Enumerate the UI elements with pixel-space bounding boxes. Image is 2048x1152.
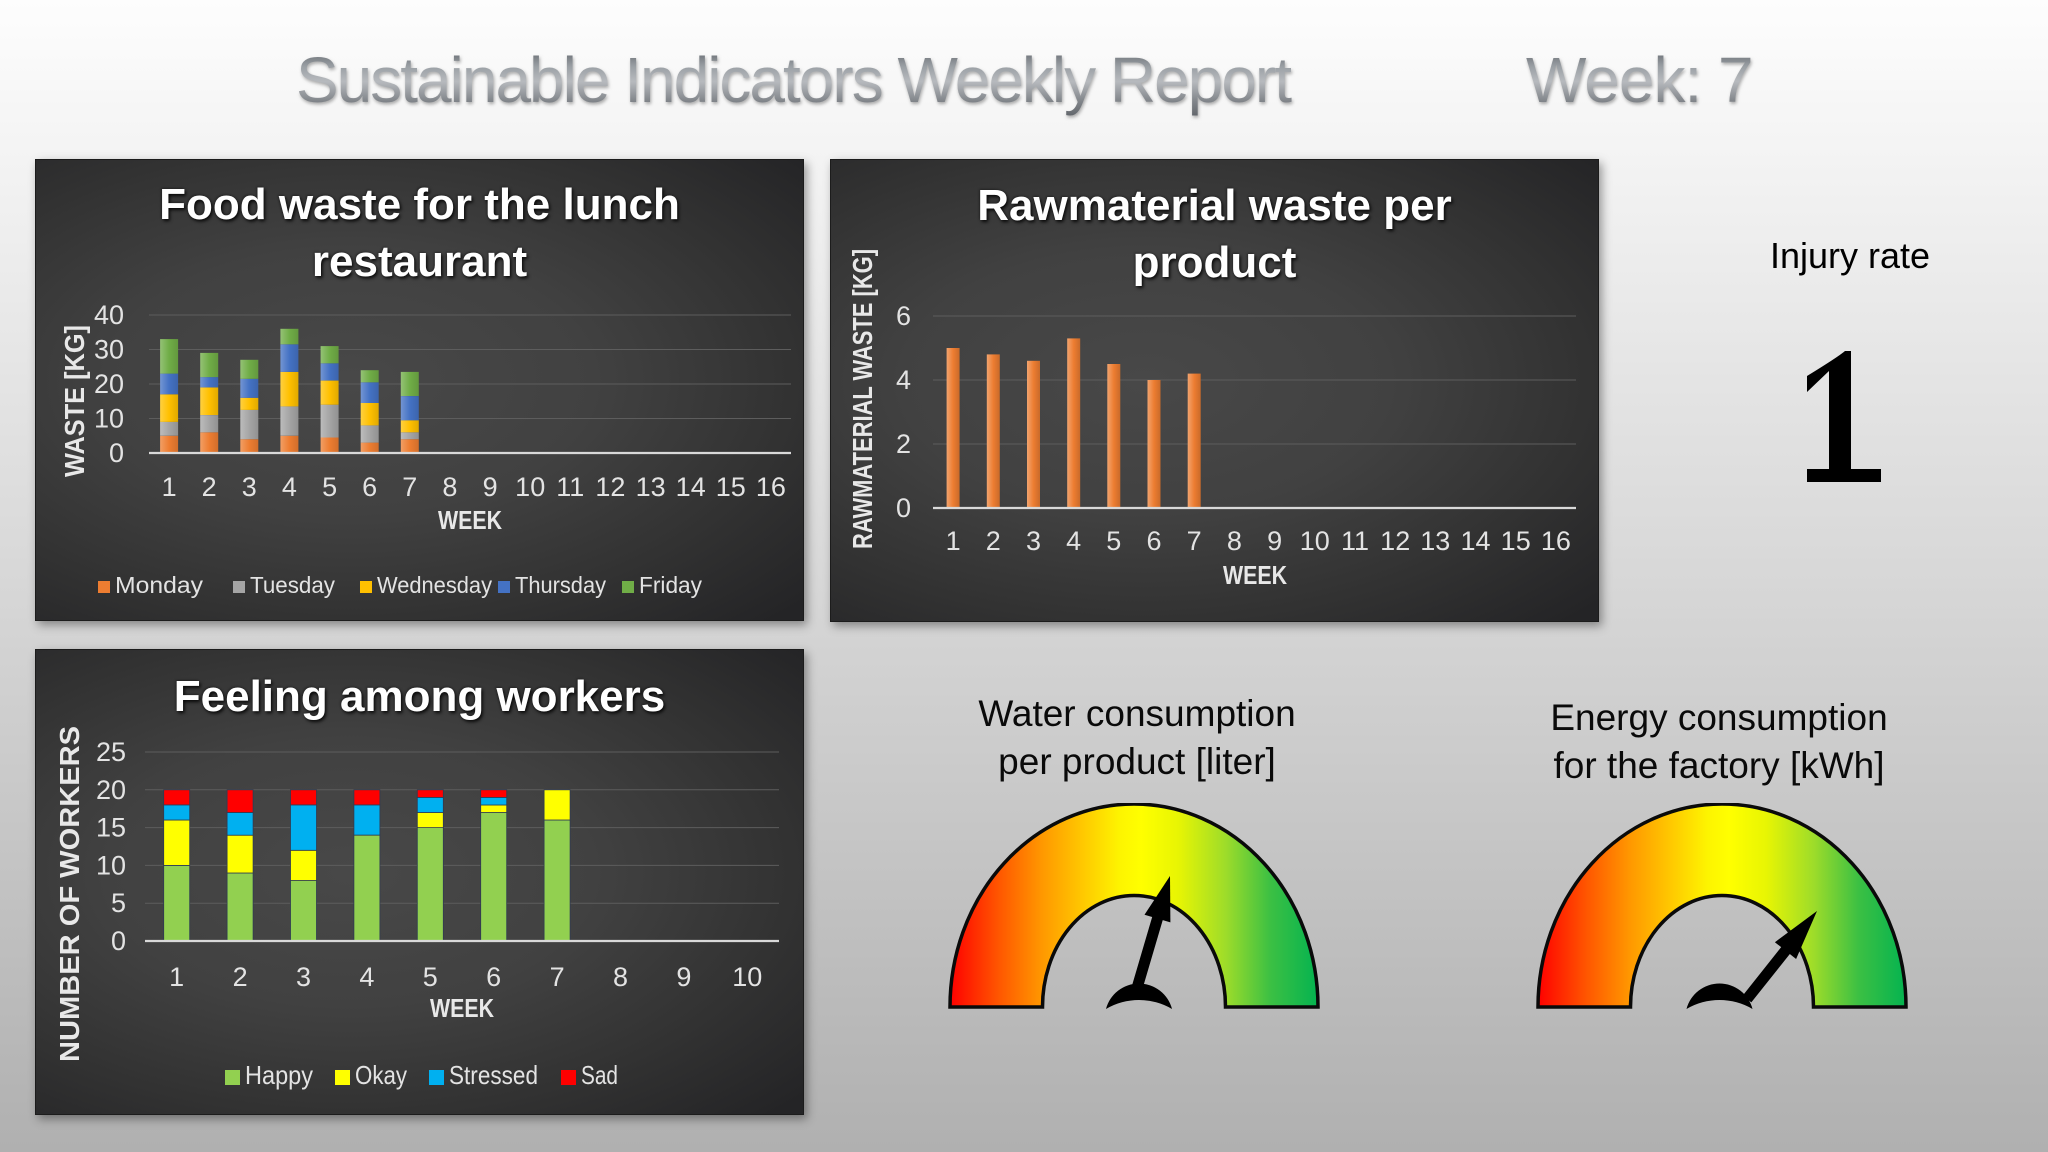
- svg-text:30: 30: [94, 335, 124, 365]
- svg-text:WEEK: WEEK: [1223, 560, 1287, 590]
- svg-text:15: 15: [96, 813, 126, 843]
- svg-text:0: 0: [109, 438, 124, 468]
- svg-text:4: 4: [359, 962, 374, 992]
- svg-text:WEEK: WEEK: [430, 993, 494, 1023]
- svg-text:Monday: Monday: [115, 572, 204, 598]
- svg-text:10: 10: [94, 404, 124, 434]
- svg-text:0: 0: [111, 926, 126, 956]
- svg-text:7: 7: [402, 472, 417, 502]
- svg-text:2: 2: [202, 472, 217, 502]
- svg-text:13: 13: [636, 472, 666, 502]
- svg-text:8: 8: [613, 962, 628, 992]
- svg-text:0: 0: [896, 493, 911, 523]
- svg-text:12: 12: [1380, 526, 1410, 556]
- svg-text:4: 4: [282, 472, 297, 502]
- svg-text:8: 8: [442, 472, 457, 502]
- svg-text:8: 8: [1227, 526, 1242, 556]
- svg-text:6: 6: [362, 472, 377, 502]
- svg-text:15: 15: [716, 472, 746, 502]
- svg-text:2: 2: [896, 429, 911, 459]
- svg-text:9: 9: [483, 472, 498, 502]
- svg-text:5: 5: [111, 888, 126, 918]
- svg-text:6: 6: [486, 962, 501, 992]
- svg-text:20: 20: [96, 775, 126, 805]
- svg-text:16: 16: [1541, 526, 1571, 556]
- svg-text:25: 25: [96, 737, 126, 767]
- svg-text:3: 3: [296, 962, 311, 992]
- svg-text:7: 7: [550, 962, 565, 992]
- svg-text:Happy: Happy: [245, 1060, 313, 1090]
- svg-text:14: 14: [676, 472, 706, 502]
- svg-text:Okay: Okay: [355, 1060, 407, 1090]
- svg-text:2: 2: [233, 962, 248, 992]
- svg-text:WASTE [KG]: WASTE [KG]: [59, 325, 90, 477]
- svg-text:1: 1: [946, 526, 961, 556]
- svg-text:20: 20: [94, 369, 124, 399]
- svg-text:10: 10: [515, 472, 545, 502]
- svg-text:5: 5: [423, 962, 438, 992]
- svg-text:Friday: Friday: [639, 572, 702, 598]
- svg-text:3: 3: [1026, 526, 1041, 556]
- svg-text:10: 10: [1300, 526, 1330, 556]
- svg-text:16: 16: [756, 472, 786, 502]
- svg-text:5: 5: [1106, 526, 1121, 556]
- svg-text:1: 1: [162, 472, 177, 502]
- svg-text:15: 15: [1501, 526, 1531, 556]
- svg-text:3: 3: [242, 472, 257, 502]
- svg-text:Stressed: Stressed: [449, 1060, 538, 1090]
- svg-text:WEEK: WEEK: [438, 505, 502, 535]
- svg-text:5: 5: [322, 472, 337, 502]
- svg-text:Thursday: Thursday: [515, 572, 606, 598]
- svg-text:12: 12: [595, 472, 625, 502]
- svg-text:7: 7: [1187, 526, 1202, 556]
- svg-text:RAWMATERIAL WASTE [KG]: RAWMATERIAL WASTE [KG]: [847, 249, 878, 549]
- svg-text:9: 9: [676, 962, 691, 992]
- svg-text:9: 9: [1267, 526, 1282, 556]
- svg-text:NUMBER OF WORKERS: NUMBER OF WORKERS: [54, 726, 85, 1062]
- svg-text:11: 11: [1341, 526, 1369, 556]
- svg-text:Wednesday: Wednesday: [377, 572, 492, 598]
- svg-text:11: 11: [556, 472, 584, 502]
- svg-text:Tuesday: Tuesday: [250, 572, 335, 598]
- svg-text:10: 10: [96, 850, 126, 880]
- svg-text:4: 4: [1066, 526, 1081, 556]
- svg-text:4: 4: [896, 365, 911, 395]
- svg-text:6: 6: [896, 301, 911, 331]
- svg-text:14: 14: [1460, 526, 1490, 556]
- svg-text:1: 1: [169, 962, 184, 992]
- svg-text:10: 10: [732, 962, 762, 992]
- svg-text:13: 13: [1420, 526, 1450, 556]
- svg-text:40: 40: [94, 300, 124, 330]
- svg-text:2: 2: [986, 526, 1001, 556]
- svg-text:6: 6: [1146, 526, 1161, 556]
- svg-text:Sad: Sad: [581, 1060, 618, 1090]
